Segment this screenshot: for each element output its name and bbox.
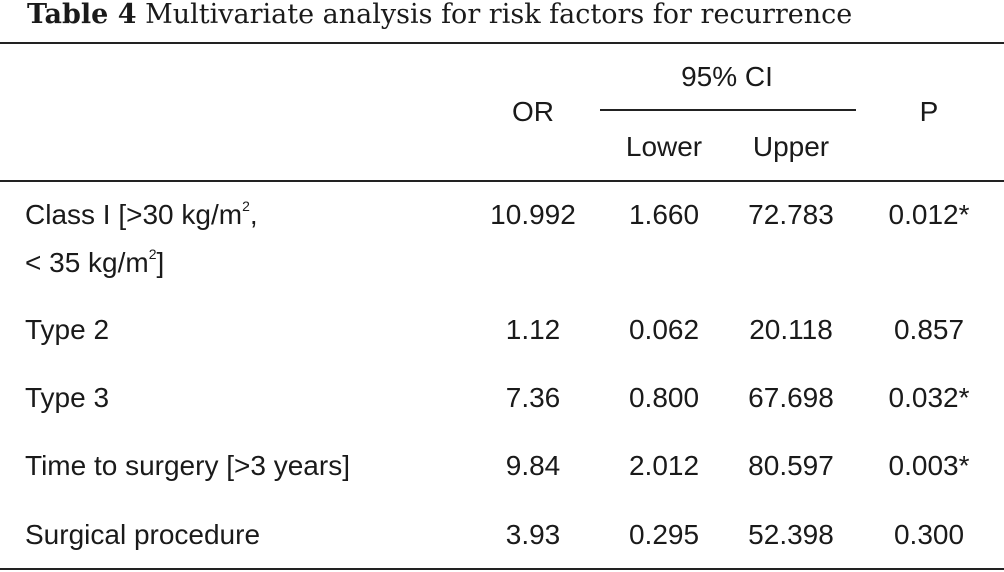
table-bottom-rule <box>0 568 1004 570</box>
row-3-factor: Type 3 <box>25 382 110 413</box>
row-5-upper: 52.398 <box>748 519 834 550</box>
table-header-rule <box>0 180 1004 182</box>
header-p: P <box>919 96 939 127</box>
row-3-p: 0.032* <box>888 382 970 413</box>
row-2-or: 1.12 <box>505 314 561 345</box>
row-1-factor-line2: < 35 kg/m2] <box>25 246 165 278</box>
row-5-or: 3.93 <box>505 519 561 550</box>
row-5-lower: 0.295 <box>628 519 700 550</box>
table-caption-text: Multivariate analysis for risk factors f… <box>145 0 853 30</box>
row-2-p: 0.857 <box>893 314 965 345</box>
row-5-p: 0.300 <box>893 519 965 550</box>
row-5-factor: Surgical procedure <box>25 519 261 550</box>
row-4-p: 0.003* <box>888 450 970 481</box>
row-4-lower: 2.012 <box>628 450 700 481</box>
row-2-lower: 0.062 <box>628 314 700 345</box>
row-1-p: 0.012* <box>888 199 970 230</box>
row-3-lower: 0.800 <box>628 382 700 413</box>
row-1-factor-line1: Class I [>30 kg/m2, <box>25 198 258 230</box>
row-1-lower: 1.660 <box>628 199 700 230</box>
row-4-or: 9.84 <box>505 450 561 481</box>
row-2-factor: Type 2 <box>25 314 110 345</box>
row-3-or: 7.36 <box>505 382 561 413</box>
table-top-rule <box>0 42 1004 44</box>
row-2-upper: 20.118 <box>749 314 833 345</box>
row-3-upper: 67.698 <box>748 382 834 413</box>
row-1-or: 10.992 <box>490 199 576 230</box>
table-caption-label: Table 4 <box>27 0 137 30</box>
row-4-upper: 80.597 <box>748 450 834 481</box>
ci-group-rule <box>600 109 856 111</box>
header-ci-group: 95% CI <box>681 61 773 92</box>
header-or: OR <box>512 96 554 127</box>
header-lower: Lower <box>625 131 703 162</box>
row-1-upper: 72.783 <box>748 199 834 230</box>
header-upper: Upper <box>752 131 830 162</box>
table-caption: Table 4 Multivariate analysis for risk f… <box>27 0 852 32</box>
row-4-factor: Time to surgery [>3 years] <box>25 450 350 481</box>
